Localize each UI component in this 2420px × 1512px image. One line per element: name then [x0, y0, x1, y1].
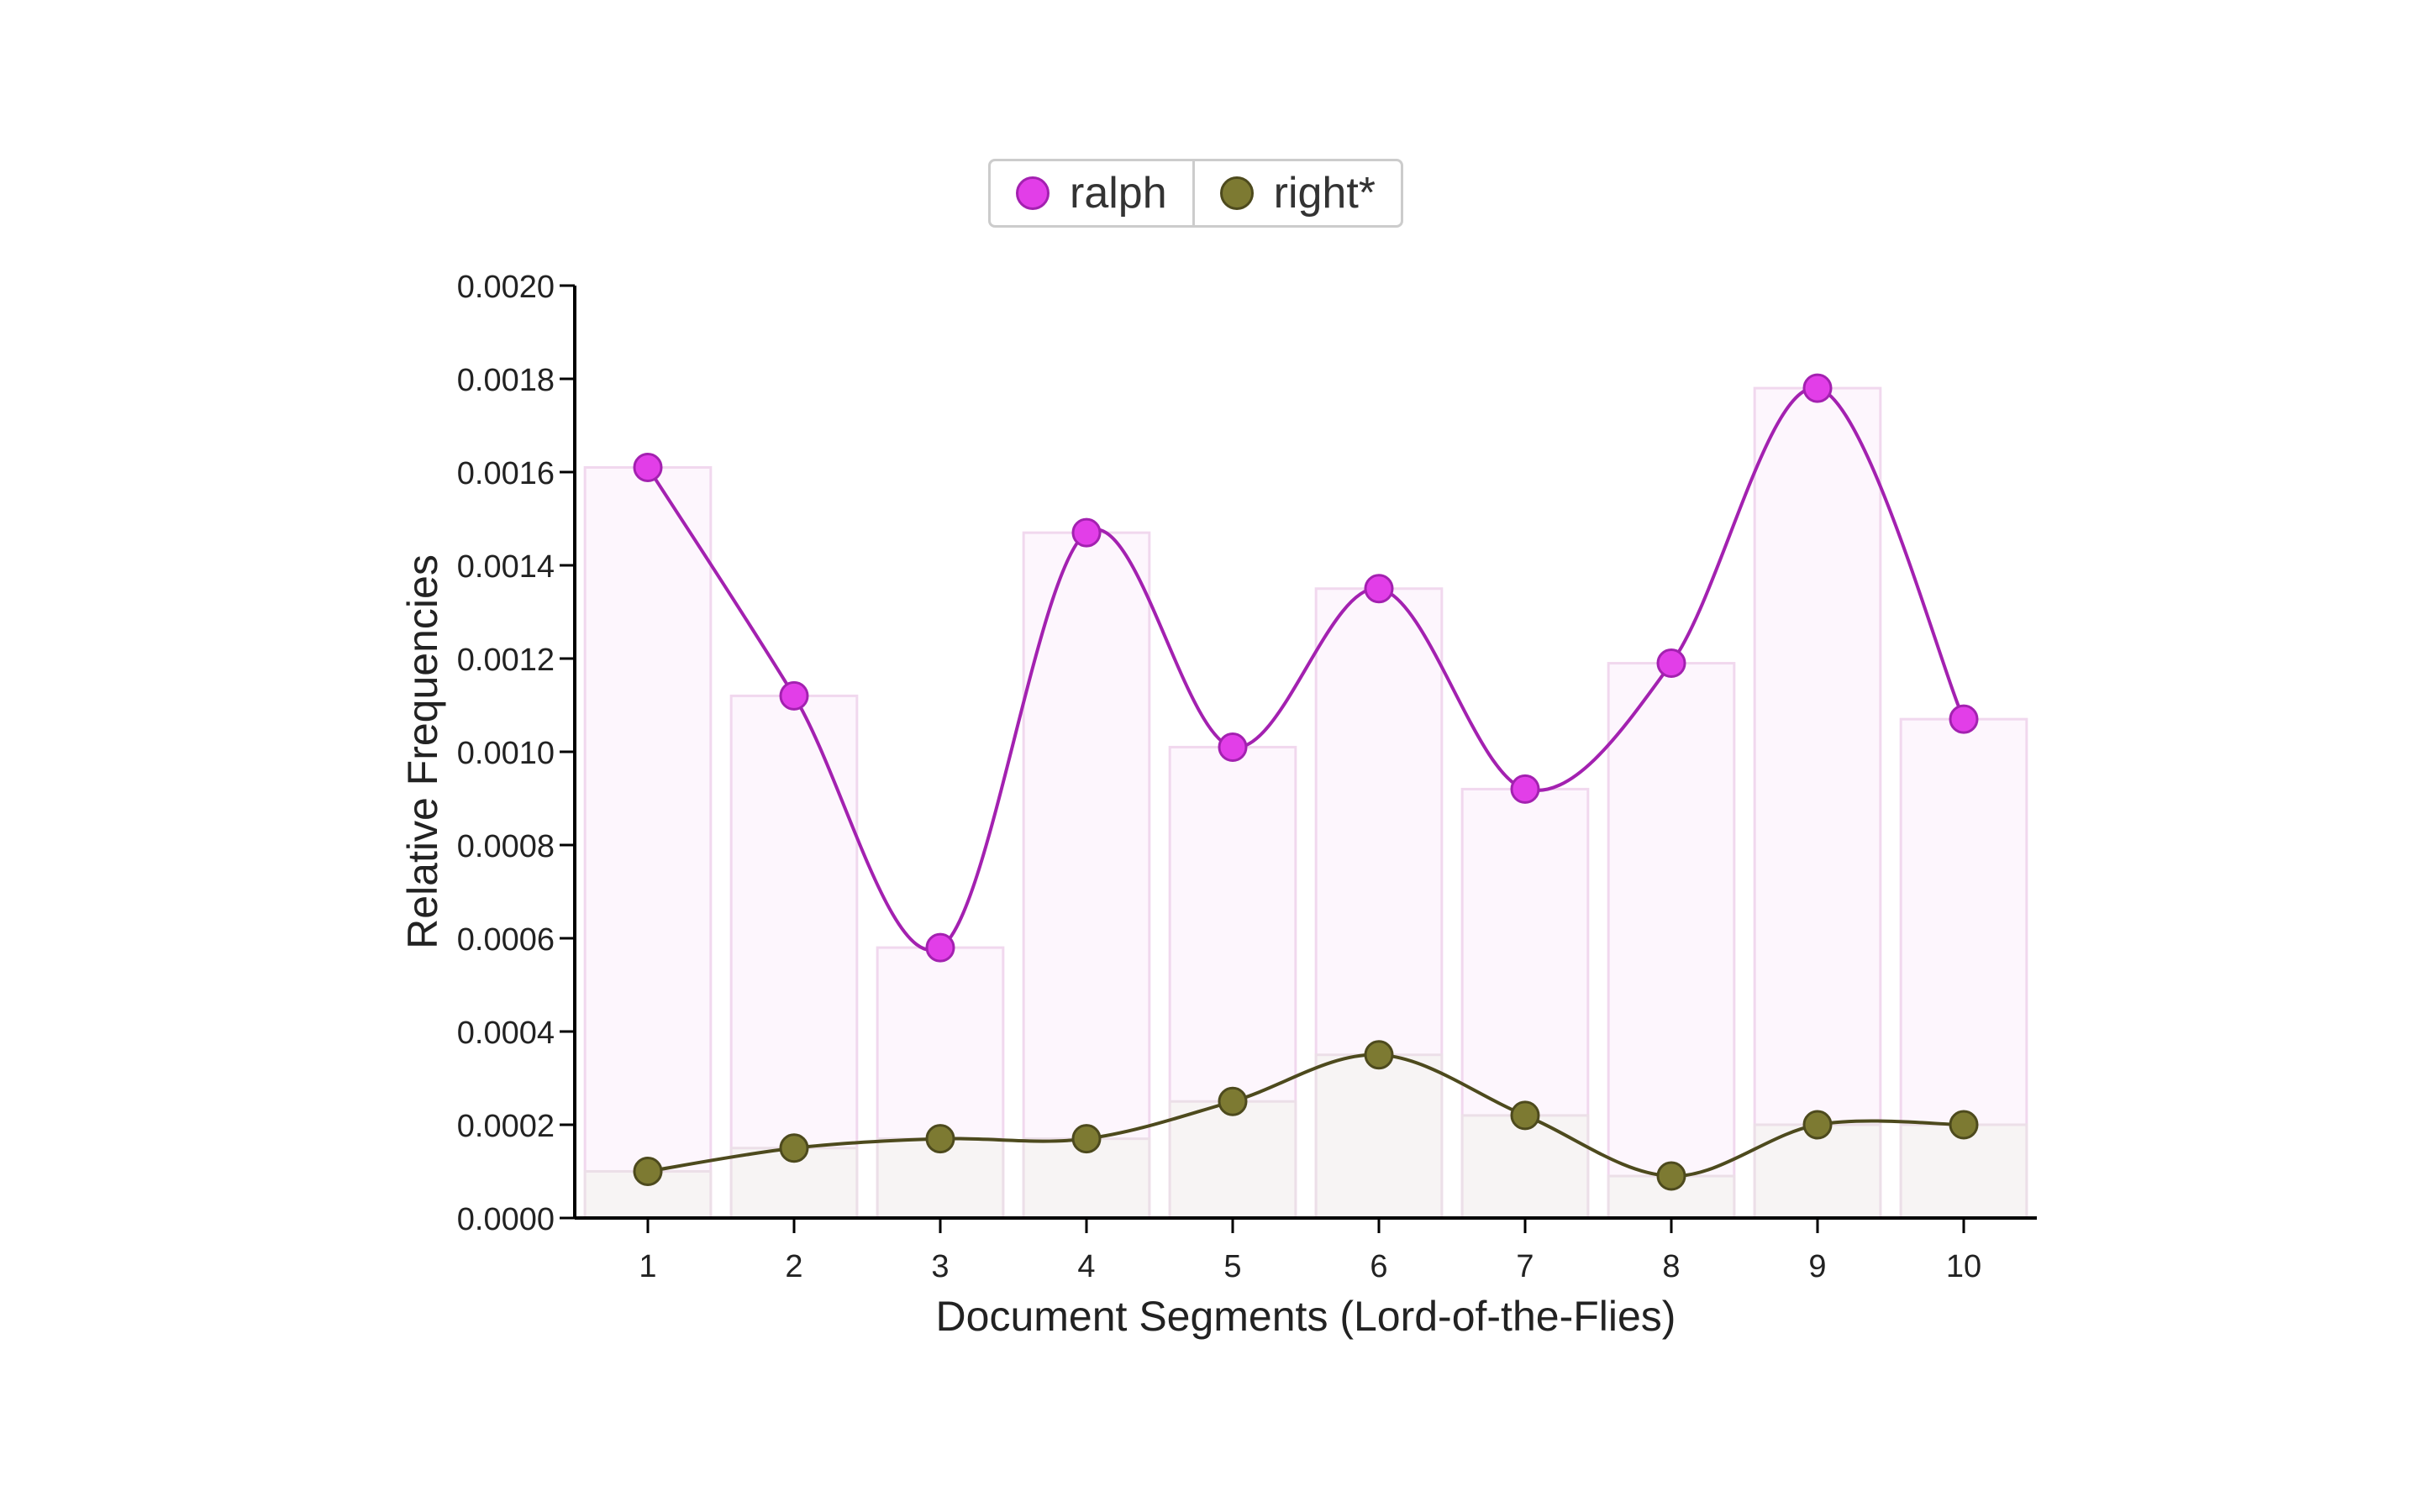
legend-item-ralph[interactable]: ralph: [991, 161, 1192, 225]
legend: ralph right*: [988, 159, 1404, 228]
lines-layer: [646, 386, 1965, 1179]
y-tick-label: 0.0006: [457, 922, 555, 958]
bar-right-5: [1168, 1100, 1297, 1220]
x-tick-label: 2: [785, 1249, 802, 1284]
y-tick-label: 0.0020: [457, 270, 555, 305]
bar-right-6: [1314, 1053, 1444, 1220]
point-ralph-2: [779, 680, 809, 711]
x-tick-label: 7: [1516, 1249, 1534, 1284]
point-right-3: [925, 1124, 955, 1154]
x-tick-label: 4: [1077, 1249, 1095, 1284]
y-tick-label: 0.0008: [457, 829, 555, 864]
legend-item-right[interactable]: right*: [1192, 161, 1401, 225]
x-axis-title: Document Segments (Lord-of-the-Flies): [936, 1293, 1676, 1340]
bar-ralph-1: [583, 465, 713, 1220]
legend-swatch-ralph: [1016, 176, 1050, 210]
point-ralph-4: [1071, 517, 1102, 548]
bar-ralph-4: [1022, 531, 1151, 1220]
bar-right-10: [1899, 1123, 2028, 1220]
y-tick-label: 0.0010: [457, 736, 555, 771]
point-right-7: [1510, 1100, 1540, 1131]
point-ralph-7: [1510, 774, 1540, 804]
point-ralph-6: [1364, 574, 1394, 604]
points-layer: [633, 373, 1979, 1191]
point-ralph-10: [1949, 704, 1979, 734]
y-tick-label: 0.0014: [457, 549, 555, 585]
point-right-6: [1364, 1040, 1394, 1070]
y-axis-title: Relative Frequencies: [399, 554, 446, 949]
legend-label-ralph: ralph: [1070, 169, 1167, 218]
bar-ralph-9: [1753, 386, 1882, 1220]
bar-right-7: [1460, 1114, 1590, 1220]
x-tick-label: 10: [1946, 1249, 1981, 1284]
point-ralph-8: [1656, 648, 1686, 679]
x-tick-label: 1: [639, 1249, 656, 1284]
y-tick-label: 0.0000: [457, 1202, 555, 1237]
point-right-9: [1802, 1110, 1833, 1140]
point-ralph-1: [633, 452, 663, 482]
axes-layer: 0.0000 0.0002 0.0004 0.0006 0.0008 0.0010 0.00…: [457, 270, 2037, 1284]
bars-layer: [583, 386, 2028, 1220]
x-tick-label: 6: [1370, 1249, 1387, 1284]
point-ralph-3: [925, 932, 955, 963]
legend-label-right: right*: [1273, 169, 1376, 218]
y-tick-label: 0.0016: [457, 456, 555, 491]
point-ralph-9: [1802, 373, 1833, 403]
point-right-4: [1071, 1124, 1102, 1154]
legend-swatch-right: [1219, 176, 1254, 210]
x-tick-label: 8: [1662, 1249, 1680, 1284]
point-ralph-5: [1218, 732, 1248, 762]
y-tick-label: 0.0012: [457, 643, 555, 678]
series-line-right: [647, 1053, 1965, 1179]
bar-ralph-8: [1607, 662, 1736, 1220]
point-right-1: [633, 1157, 663, 1186]
x-tick-label: 9: [1808, 1249, 1826, 1284]
y-tick-label: 0.0002: [457, 1109, 555, 1144]
y-tick-label: 0.0018: [457, 363, 555, 398]
point-right-10: [1949, 1110, 1979, 1140]
x-tick-label: 5: [1223, 1249, 1241, 1284]
point-right-8: [1656, 1161, 1686, 1191]
point-right-5: [1218, 1086, 1248, 1116]
x-tick-label: 3: [931, 1249, 949, 1284]
y-tick-label: 0.0004: [457, 1016, 555, 1051]
point-right-2: [779, 1133, 809, 1163]
series-line-ralph: [646, 386, 1965, 952]
